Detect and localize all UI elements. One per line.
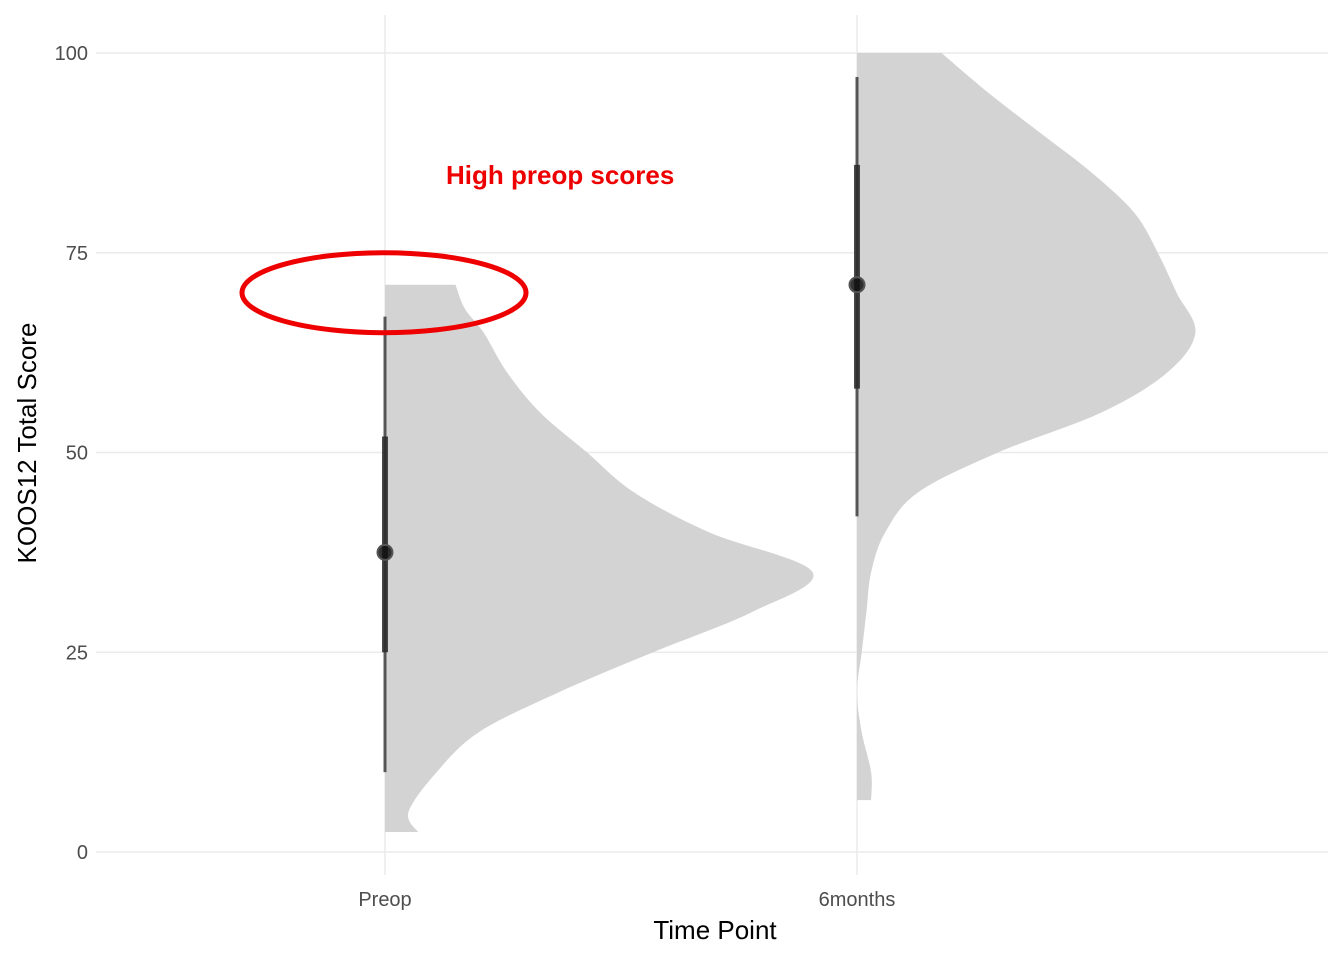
- median-point-6months: [848, 276, 866, 294]
- grid-layer: [96, 15, 1328, 875]
- interval-layer: [376, 76, 866, 773]
- violin-Preop: [385, 284, 814, 832]
- median-point-Preop: [376, 543, 394, 561]
- x-axis-title: Time Point: [653, 915, 777, 945]
- y-tick-label: 0: [77, 842, 88, 864]
- violin-layer: [385, 53, 1196, 832]
- y-axis-title: KOOS12 Total Score: [12, 323, 42, 564]
- x-tick-label: 6months: [819, 889, 896, 911]
- highlight-ellipse: [239, 250, 529, 336]
- tick-layer: 0 25 50 75 100 Preop 6months: [55, 43, 896, 911]
- annotation-label: High preop scores: [446, 160, 674, 190]
- annotation-layer: High preop scores: [239, 160, 674, 336]
- violin-6months: [857, 53, 1196, 801]
- y-tick-label: 50: [66, 443, 88, 465]
- x-tick-label: Preop: [358, 889, 411, 911]
- y-tick-label: 25: [66, 642, 88, 664]
- y-tick-label: 75: [66, 243, 88, 265]
- y-tick-label: 100: [55, 43, 88, 65]
